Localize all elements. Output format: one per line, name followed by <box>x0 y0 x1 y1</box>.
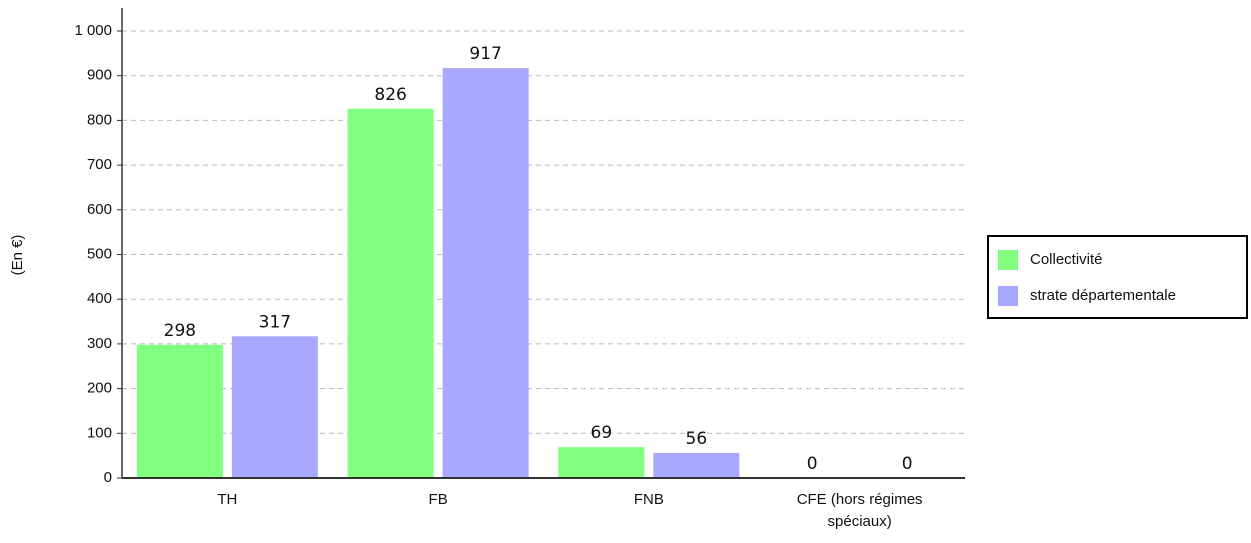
value-label: 298 <box>164 321 196 341</box>
bar <box>558 447 645 478</box>
x-tick-label: FNB <box>634 491 664 508</box>
value-label: 917 <box>469 44 501 64</box>
y-tick-label: 0 <box>104 469 112 486</box>
value-label: 69 <box>591 423 613 443</box>
value-label: 56 <box>686 429 708 449</box>
x-tick-label: FB <box>429 491 448 508</box>
legend-swatch <box>998 250 1018 270</box>
legend-label: strate départementale <box>1030 287 1176 304</box>
bar <box>231 336 318 478</box>
y-tick-label: 800 <box>87 111 112 128</box>
y-tick-label: 400 <box>87 290 112 307</box>
y-tick-label: 900 <box>87 67 112 84</box>
y-tick-label: 300 <box>87 335 112 352</box>
y-tick-label: 500 <box>87 245 112 262</box>
legend-label: Collectivité <box>1030 251 1103 268</box>
x-tick-label: CFE (hors régimes spéciaux) <box>797 491 923 530</box>
y-tick-label: 600 <box>87 201 112 218</box>
bar <box>442 68 529 478</box>
y-tick-label: 700 <box>87 156 112 173</box>
legend-swatch <box>998 286 1018 306</box>
bar <box>136 344 223 478</box>
y-tick-label: 1 000 <box>74 22 112 39</box>
y-tick-label: 200 <box>87 380 112 397</box>
value-label: 826 <box>374 85 406 105</box>
legend-box <box>987 235 1248 319</box>
bar <box>653 452 740 478</box>
y-axis-label: (En €) <box>9 235 26 276</box>
y-tick-label: 100 <box>87 424 112 441</box>
bar <box>347 108 434 478</box>
value-label: 0 <box>902 454 913 474</box>
value-label: 317 <box>259 312 291 332</box>
x-tick-label: TH <box>217 491 237 508</box>
value-label: 0 <box>807 454 818 474</box>
